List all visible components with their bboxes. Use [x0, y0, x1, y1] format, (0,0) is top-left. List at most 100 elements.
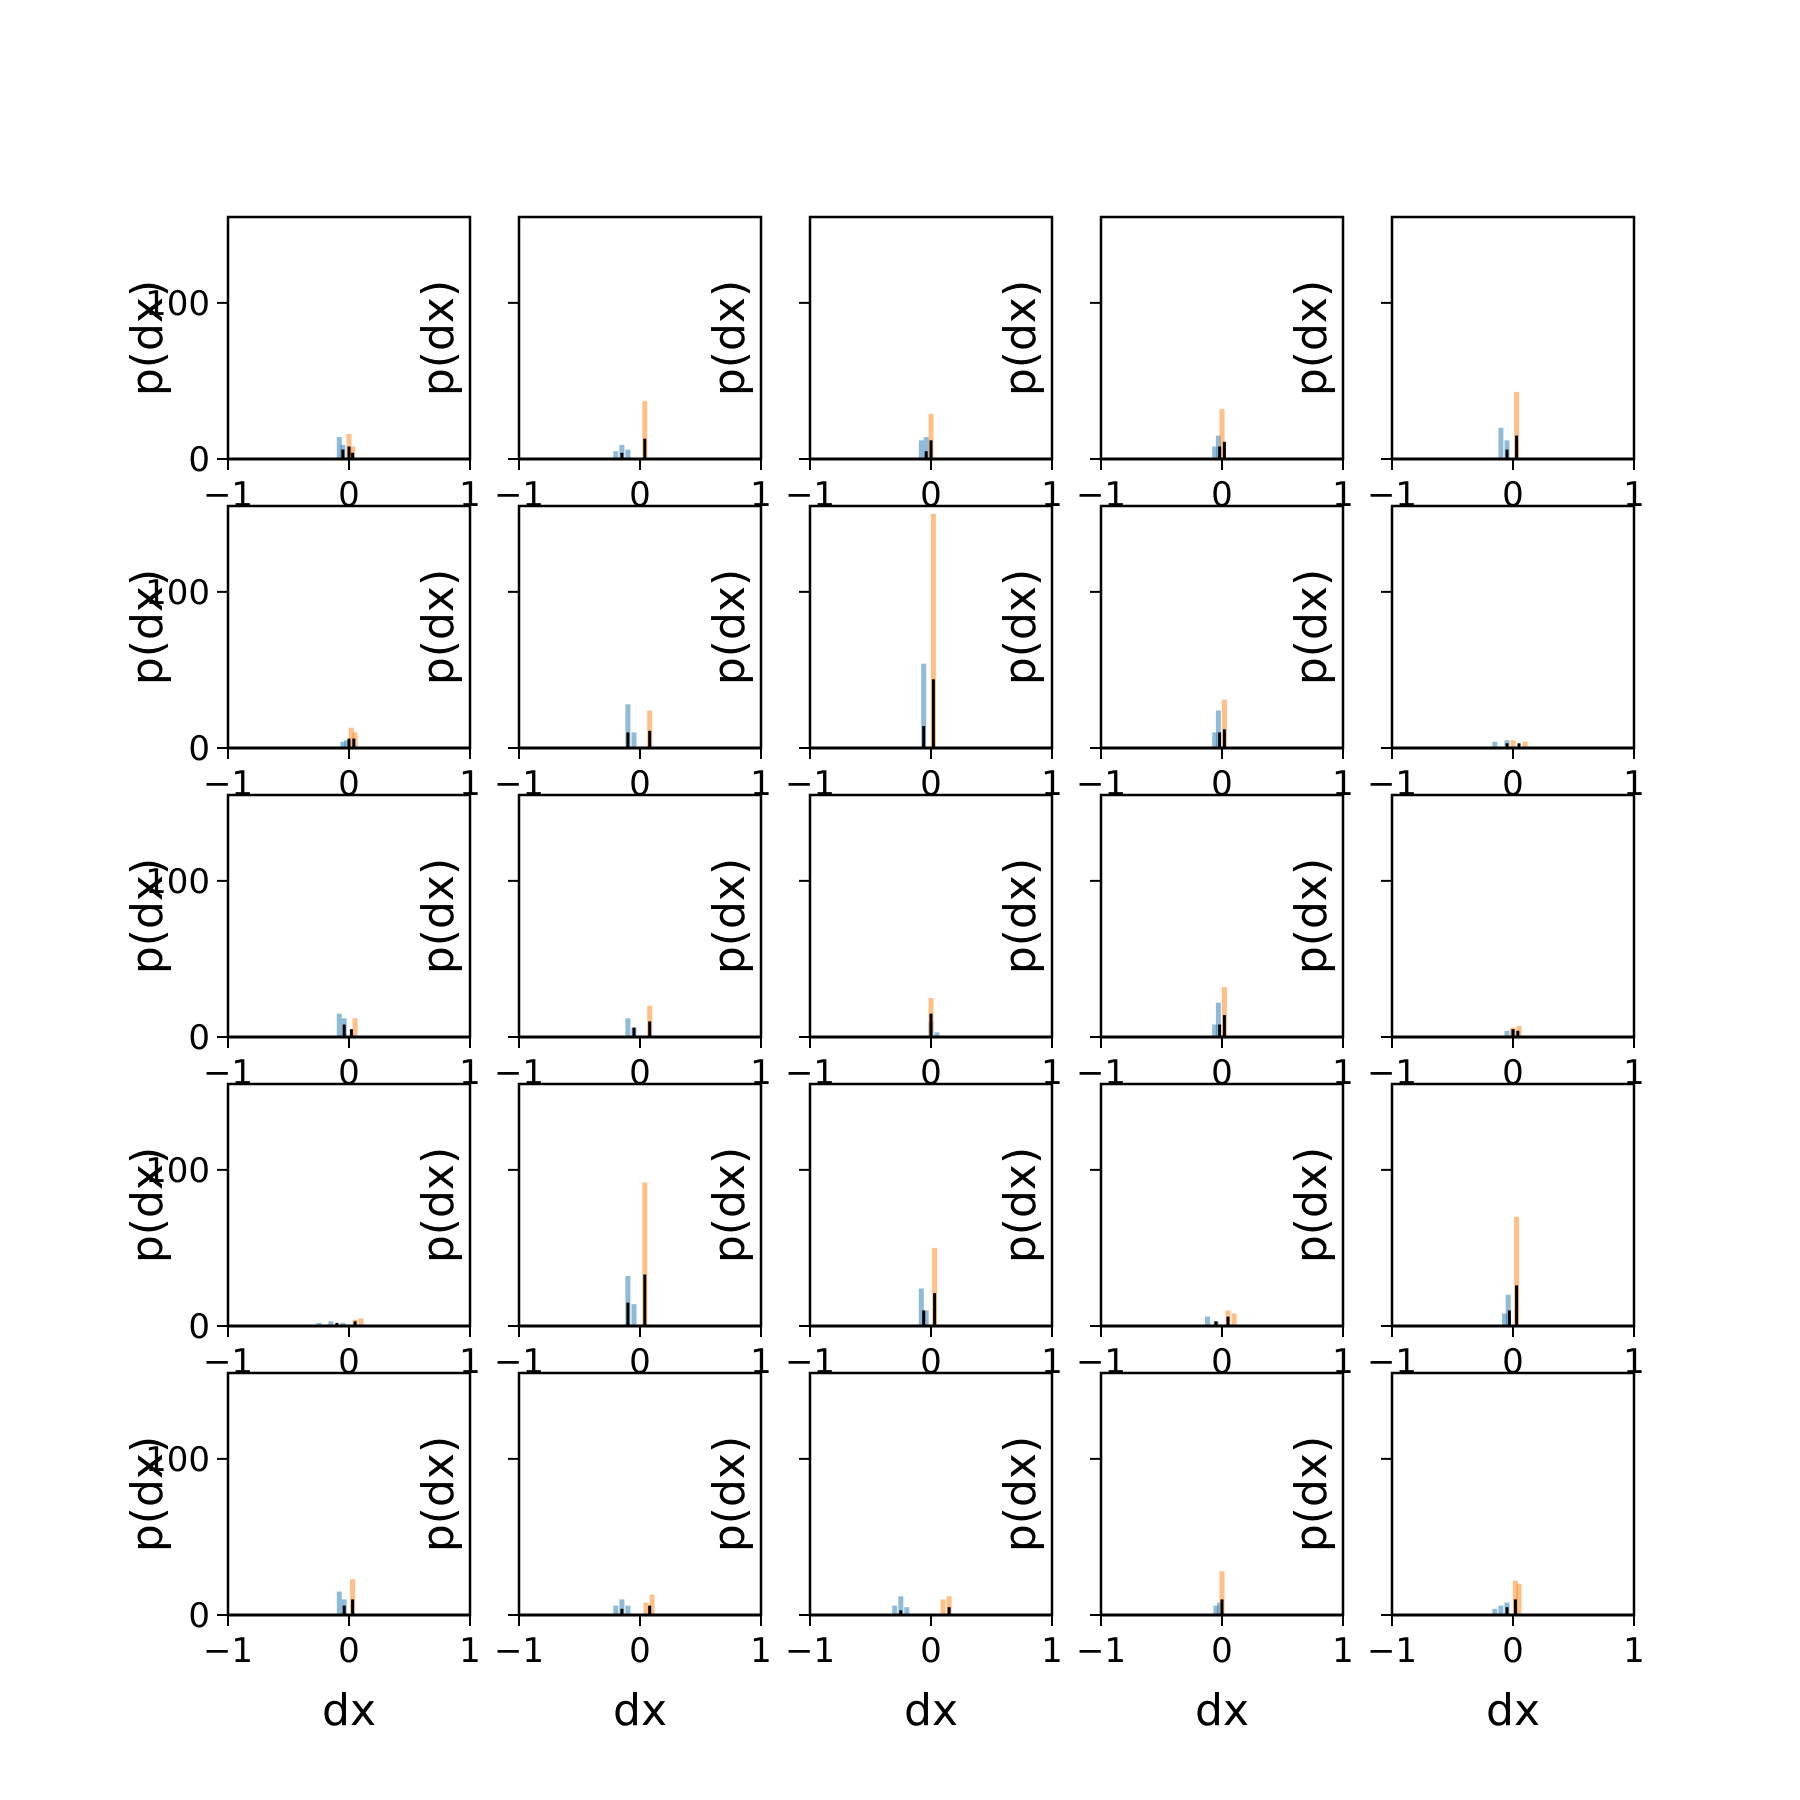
x-tick-label: 0 — [1502, 1631, 1524, 1671]
hist-bar-combined-1 — [347, 738, 351, 748]
y-axis-label: p(dx) — [995, 1147, 1046, 1263]
hist-bar-combined-3 — [351, 452, 355, 459]
panel-5-3: −1 0 1 dx p(dx) — [704, 1371, 1063, 1736]
hist-bar-blue-1 — [316, 1322, 322, 1326]
x-tick-label: 1 — [1332, 1631, 1354, 1671]
hist-bar-orange-2 — [350, 446, 356, 459]
y-tick-label: 0 — [188, 729, 210, 769]
hist-bar-orange-1 — [643, 1602, 649, 1615]
hist-bar-combined-1 — [1507, 1310, 1511, 1326]
hist-bar-orange-1 — [1510, 740, 1516, 748]
hist-bar-combined-1 — [1505, 1607, 1509, 1615]
hist-bar-blue-1 — [625, 1276, 631, 1326]
x-tick-label: −1 — [494, 1631, 544, 1671]
y-tick-label: 100 — [145, 1440, 210, 1480]
hist-bar-blue-3 — [340, 1322, 346, 1326]
y-axis-label: p(dx) — [122, 858, 173, 974]
x-tick-label: 1 — [459, 1631, 481, 1671]
hist-bar-combined-2 — [1222, 441, 1226, 459]
y-tick-label: 100 — [145, 862, 210, 902]
x-tick-label: 0 — [920, 1631, 942, 1671]
hist-bar-orange-1 — [647, 710, 653, 748]
hist-bar-combined-1 — [899, 1610, 903, 1615]
hist-bar-blue-2 — [1212, 732, 1218, 748]
x-tick-label: 0 — [338, 1631, 360, 1671]
hist-bar-blue-2 — [923, 437, 929, 459]
hist-bar-combined-2 — [1515, 1285, 1519, 1326]
hist-bar-combined-2 — [648, 1021, 652, 1037]
x-tick-label: 1 — [1623, 1631, 1645, 1671]
panel-5-2: −1 0 1 dx p(dx) — [413, 1371, 772, 1736]
hist-bar-blue-1 — [1492, 741, 1498, 748]
hist-bar-combined-1 — [922, 1310, 926, 1326]
hist-bar-orange-2 — [1516, 1583, 1522, 1615]
x-axis-label: dx — [1486, 1685, 1540, 1736]
hist-bar-blue-2 — [619, 1599, 625, 1615]
x-axis-label: dx — [322, 1685, 376, 1736]
y-axis-label: p(dx) — [122, 569, 173, 685]
hist-bar-combined-1 — [1218, 732, 1222, 748]
axes-background — [228, 1084, 470, 1326]
y-axis-label: p(dx) — [413, 1147, 464, 1263]
axes-background — [810, 1373, 1052, 1615]
hist-bar-combined-2 — [1513, 1599, 1517, 1615]
axes-background — [228, 217, 470, 459]
hist-bar-combined-1 — [626, 1302, 630, 1326]
y-axis-label: p(dx) — [995, 1436, 1046, 1552]
hist-bar-combined-2 — [643, 1274, 647, 1326]
hist-bar-blue-2 — [344, 740, 350, 748]
hist-bar-orange-2 — [358, 1318, 364, 1326]
panel-5-4: −1 0 1 dx p(dx) — [995, 1371, 1354, 1736]
hist-bar-combined-1 — [335, 1322, 339, 1326]
hist-bar-blue-1 — [1504, 1030, 1510, 1037]
axes-background — [1392, 1084, 1634, 1326]
hist-bar-combined-2 — [353, 1321, 357, 1326]
hist-bar-combined-2 — [947, 1607, 951, 1615]
x-tick-label: 1 — [750, 1631, 772, 1671]
axes-background — [228, 1373, 470, 1615]
hist-bar-orange-1 — [1219, 1571, 1225, 1615]
y-axis-label: p(dx) — [704, 1147, 755, 1263]
hist-bar-combined-2 — [349, 1029, 353, 1037]
axes-background — [519, 506, 761, 748]
hist-bar-blue-1 — [918, 1288, 924, 1326]
y-axis-label: p(dx) — [995, 569, 1046, 685]
hist-bar-combined-1 — [342, 1024, 346, 1037]
axes-background — [519, 1373, 761, 1615]
y-axis-label: p(dx) — [122, 1436, 173, 1552]
y-axis-label: p(dx) — [1286, 1436, 1337, 1552]
hist-bar-blue-1 — [892, 1605, 898, 1615]
y-axis-label: p(dx) — [413, 1436, 464, 1552]
hist-bar-blue-1 — [1498, 427, 1504, 459]
hist-bar-combined-1 — [1505, 449, 1509, 459]
hist-bar-orange-1 — [642, 401, 648, 459]
hist-bar-blue-2 — [934, 1032, 940, 1037]
x-axis-label: dx — [904, 1685, 958, 1736]
y-axis-label: p(dx) — [1286, 858, 1337, 974]
hist-bar-blue-2 — [1502, 1313, 1507, 1326]
hist-bar-orange-1 — [352, 1018, 358, 1037]
axes-background — [810, 1084, 1052, 1326]
y-tick-label: 100 — [145, 284, 210, 324]
hist-bar-blue-1 — [918, 440, 924, 459]
y-axis-label: p(dx) — [704, 1436, 755, 1552]
hist-bar-combined-2 — [1515, 435, 1519, 459]
y-tick-label: 0 — [188, 1307, 210, 1347]
x-tick-label: −1 — [1367, 1631, 1417, 1671]
hist-bar-combined-1 — [1511, 1029, 1515, 1037]
y-tick-label: 100 — [145, 1151, 210, 1191]
hist-bar-combined-2 — [643, 438, 647, 459]
y-tick-label: 100 — [145, 573, 210, 613]
x-tick-label: −1 — [203, 1631, 253, 1671]
y-tick-label: 0 — [188, 440, 210, 480]
hist-bar-blue-1 — [625, 1018, 631, 1037]
hist-bar-combined-2 — [1516, 1030, 1520, 1037]
hist-bar-combined-2 — [933, 1293, 937, 1326]
axes-background — [519, 1084, 761, 1326]
hist-bar-blue-1 — [1215, 1002, 1221, 1037]
x-tick-label: 0 — [629, 1631, 651, 1671]
